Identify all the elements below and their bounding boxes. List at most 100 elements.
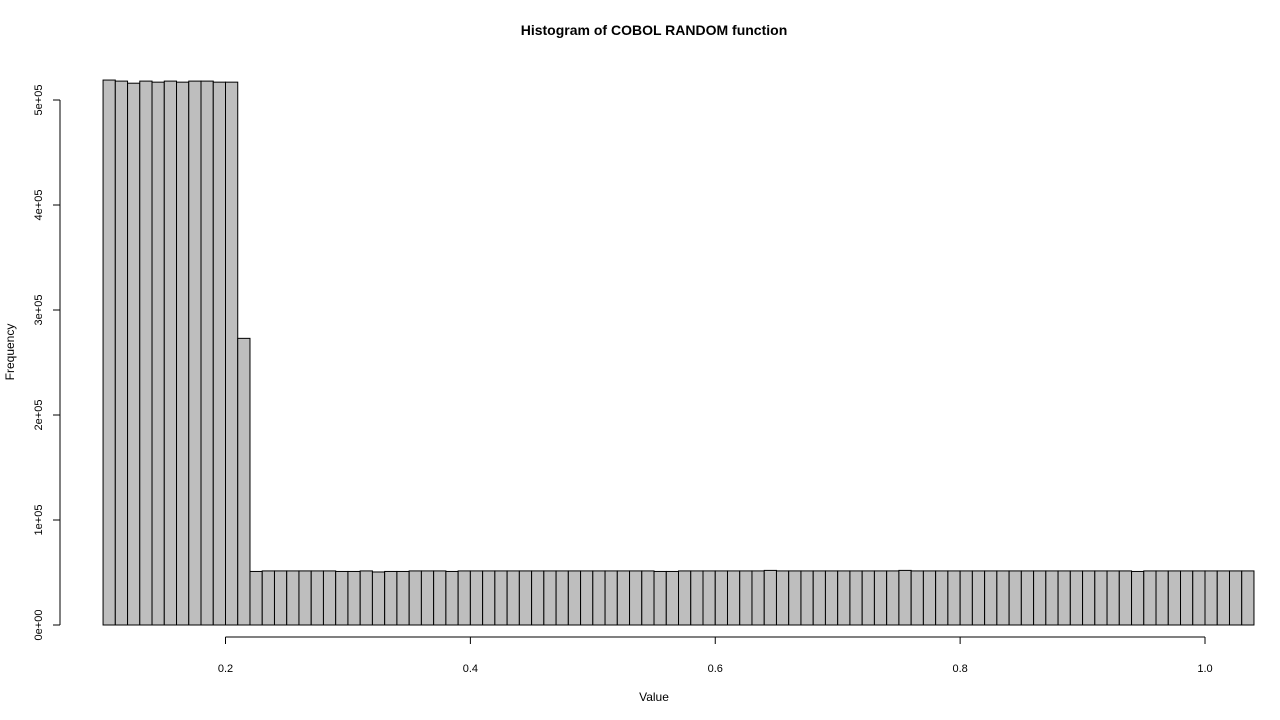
y-tick-label: 5e+05: [33, 85, 45, 116]
chart-title: Histogram of COBOL RANDOM function: [521, 22, 788, 38]
histogram-bar: [298, 570, 312, 626]
histogram-bar: [1069, 570, 1084, 626]
histogram-bar: [1131, 570, 1145, 626]
histogram-bar: [114, 80, 129, 626]
histogram-bar: [690, 570, 704, 626]
histogram-bar: [837, 570, 851, 626]
histogram-bar: [665, 570, 680, 626]
histogram-bar: [127, 82, 141, 626]
histogram-bar: [1204, 570, 1218, 626]
histogram-bar: [751, 570, 765, 626]
histogram-bar: [188, 80, 202, 626]
histogram-bar: [176, 81, 190, 626]
histogram-bar: [714, 570, 728, 626]
y-tick-label: 4e+05: [33, 190, 45, 221]
histogram-bar: [947, 570, 961, 626]
histogram-bar: [445, 570, 459, 626]
x-tick-label: 0.6: [708, 663, 723, 675]
y-tick-label: 0e+00: [33, 610, 45, 641]
histogram-bar: [1045, 570, 1059, 626]
histogram-bar: [763, 569, 777, 626]
y-axis: 0e+00 1e+05 2e+05 3e+05 4e+05 5e+05: [33, 85, 61, 641]
histogram-bar: [898, 569, 912, 626]
histogram-bar: [494, 570, 508, 626]
histogram-bar: [384, 570, 398, 626]
histogram-bar: [739, 570, 753, 626]
histogram-bar: [1020, 570, 1035, 626]
histogram-bar: [910, 570, 924, 626]
histogram-bar: [812, 570, 826, 626]
histogram-bar: [702, 570, 716, 626]
histogram-bar: [1118, 570, 1133, 626]
histogram-bar: [886, 570, 900, 626]
x-tick-label: 0.4: [463, 663, 478, 675]
histogram-bar: [518, 570, 533, 626]
histogram-bar: [1008, 570, 1022, 626]
y-tick-label: 1e+05: [33, 505, 45, 536]
histogram-bar: [151, 81, 165, 626]
histogram-bars: [102, 79, 1255, 626]
histogram-bar: [1082, 570, 1096, 626]
histogram-bar: [592, 570, 606, 626]
histogram-bar: [653, 570, 667, 626]
histogram-bar: [1216, 570, 1230, 626]
histogram-bar: [1228, 570, 1243, 626]
histogram-bar: [959, 570, 973, 626]
histogram-bar: [629, 570, 643, 626]
histogram-bar: [322, 570, 337, 626]
histogram-bar: [567, 570, 582, 626]
histogram-bar: [1167, 570, 1182, 626]
histogram-bar: [800, 570, 814, 626]
histogram-bar: [335, 570, 349, 626]
histogram-bar: [286, 570, 300, 626]
histogram-bar: [1241, 570, 1255, 626]
histogram-bar: [922, 570, 937, 626]
histogram-bar: [788, 570, 802, 626]
x-axis-label: Value: [639, 690, 669, 704]
histogram-bar: [310, 570, 324, 626]
histogram-bar: [359, 570, 373, 626]
histogram-bar: [555, 570, 569, 626]
y-tick-label: 2e+05: [33, 400, 45, 431]
histogram-bar: [604, 570, 618, 626]
histogram-bar: [249, 570, 263, 626]
histogram-bar: [984, 570, 998, 626]
histogram-bar: [971, 570, 986, 626]
histogram-bar: [371, 571, 386, 626]
histogram-bar: [775, 570, 790, 626]
histogram-bar: [849, 570, 863, 626]
histogram-bar: [1155, 570, 1169, 626]
y-tick-label: 3e+05: [33, 295, 45, 326]
histogram-bar: [420, 570, 435, 626]
histogram-bar: [1033, 570, 1047, 626]
histogram-bar: [1094, 570, 1108, 626]
histogram-bar: [261, 570, 275, 626]
histogram-bar: [163, 80, 178, 626]
histogram-bar: [543, 570, 557, 626]
histogram-bar: [531, 570, 545, 626]
histogram-bar: [580, 570, 594, 626]
histogram-bar: [212, 81, 226, 626]
histogram-bar: [433, 570, 447, 626]
histogram-bar: [1106, 570, 1120, 626]
x-tick-label: 1.0: [1197, 663, 1212, 675]
histogram-bar: [139, 80, 153, 626]
histogram-bar: [1057, 570, 1071, 626]
histogram-bar: [225, 81, 239, 626]
y-axis-label: Frequency: [3, 324, 17, 381]
histogram-bar: [1143, 570, 1157, 626]
histogram-bar: [616, 570, 631, 626]
histogram-bar: [861, 570, 875, 626]
histogram-bar: [678, 570, 692, 626]
histogram-bar: [1192, 570, 1206, 626]
histogram-bar: [200, 80, 214, 626]
histogram-bar: [396, 570, 410, 626]
histogram-bar: [347, 570, 361, 626]
histogram-bar: [506, 570, 520, 626]
histogram-bar: [824, 570, 839, 626]
x-axis: 0.2 0.4 0.6 0.8 1.0: [218, 636, 1213, 675]
histogram-bar: [1180, 570, 1194, 626]
x-tick-label: 0.8: [952, 663, 967, 675]
histogram-bar: [935, 570, 949, 626]
